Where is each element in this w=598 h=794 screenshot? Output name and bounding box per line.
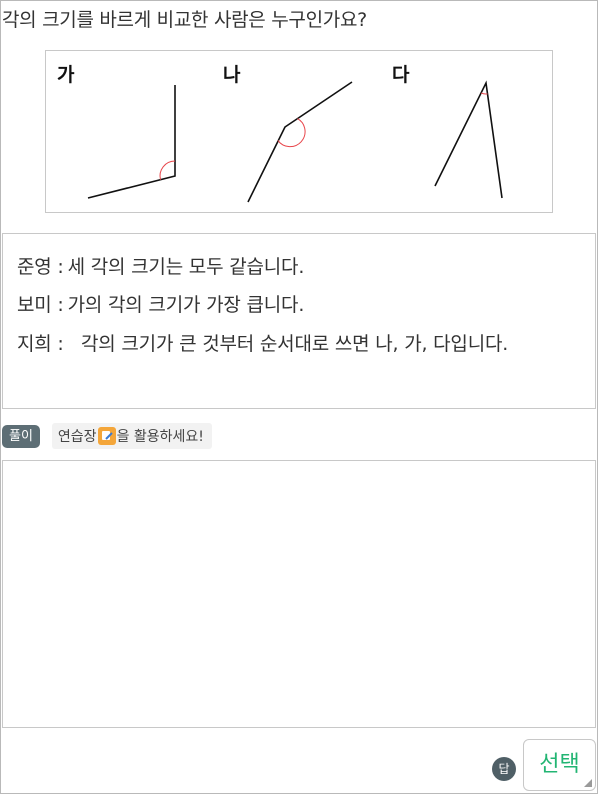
angle-drawing [87,80,503,203]
angle-label-da: 다 [392,64,410,86]
angle-da-sides [434,80,503,199]
solution-badge: 풀이 [2,424,40,448]
angle-ga [87,85,176,199]
angle-da-arc [480,92,488,95]
statement-junyeong: 준영 : 세 각의 크기는 모두 같습니다. [17,252,304,283]
angle-ga-sides [87,85,176,199]
resize-corner-icon [584,779,592,787]
question-text: 각의 크기를 바르게 비교한 사람은 누구인가요? [2,9,367,31]
angle-na-arc [277,118,306,148]
select-answer-button[interactable]: 선택 [523,739,596,791]
speaker-name: 지희 : [17,333,64,355]
hint-text-after: 을 활용하세요! [116,429,204,445]
statement-text: 각의 크기가 큰 것부터 순서대로 쓰면 나, 가, 다입니다. [81,333,509,355]
statement-text: 세 각의 크기는 모두 같습니다. [67,256,305,278]
solution-row: 풀이 연습장 을 활용하세요! [2,423,212,449]
answer-badge-icon: 답 [492,757,516,781]
notepad-hint[interactable]: 연습장 을 활용하세요! [51,423,212,449]
angle-na-sides [247,81,353,203]
statement-jihee: 지희 : 각의 크기가 큰 것부터 순서대로 쓰면 나, 가, 다입니다. [17,329,581,360]
angle-figure: 가 나 다 [45,50,553,213]
hint-text-before: 연습장 [57,429,97,445]
angle-na [247,81,353,203]
angle-ga-arc [159,160,176,180]
pencil-icon[interactable] [97,427,116,445]
speaker-name: 보미 : [17,294,64,316]
angle-da [434,80,503,199]
statement-bomi: 보미 : 가의 각의 크기가 가장 큽니다. [17,290,304,321]
speaker-name: 준영 : [17,256,64,278]
solution-work-area[interactable] [2,460,596,728]
angle-label-ga: 가 [57,64,75,86]
angle-label-na: 나 [223,64,241,86]
select-button-label: 선택 [539,752,580,777]
statement-text: 가의 각의 크기가 가장 큽니다. [67,294,305,316]
statements-box: 준영 : 세 각의 크기는 모두 같습니다. 보미 : 가의 각의 크기가 가장… [2,233,596,409]
